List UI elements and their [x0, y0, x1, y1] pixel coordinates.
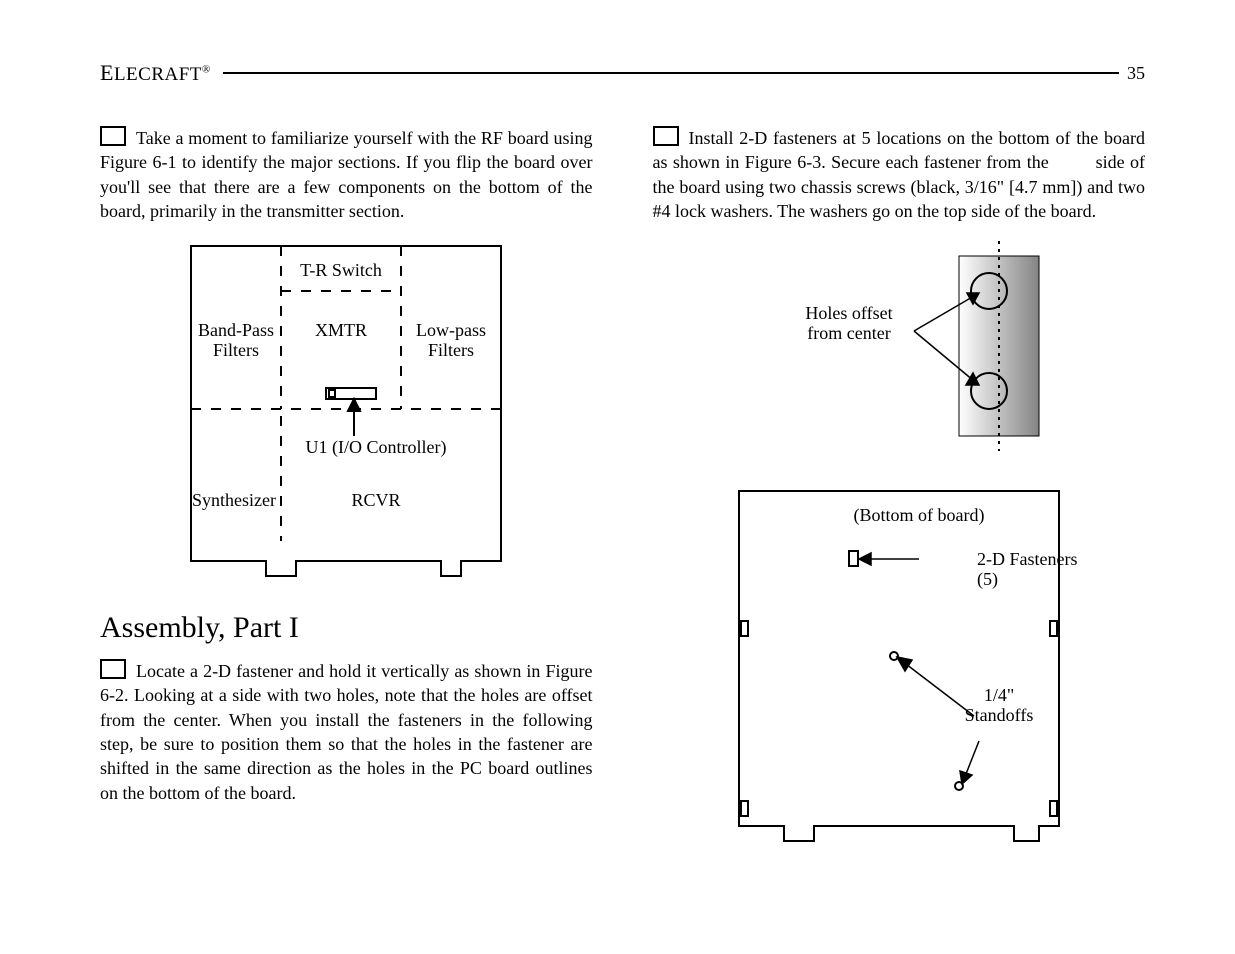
- right-column: Install 2-D fasteners at 5 locations on …: [653, 126, 1146, 891]
- fig63-label-stand1: 1/4": [984, 685, 1014, 705]
- fig62-label2: from center: [807, 323, 890, 343]
- fig61-label-syn: Synthesizer: [192, 490, 276, 510]
- brand-cap: E: [100, 60, 114, 85]
- header-rule: [223, 72, 1119, 74]
- checkbox-icon: [100, 126, 126, 146]
- brand: ELECRAFT®: [100, 60, 211, 86]
- fig61-label-lpf2: Filters: [428, 340, 474, 360]
- checkbox-icon: [100, 659, 126, 679]
- page-number: 35: [1127, 63, 1145, 84]
- left-para-1: Take a moment to familiarize yourself wi…: [100, 126, 593, 223]
- checkbox-icon: [653, 126, 679, 146]
- fig61-label-tr: T-R Switch: [300, 260, 382, 280]
- fig61-label-bpf2: Filters: [213, 340, 259, 360]
- figure-6-2: Holes offset from center: [729, 241, 1069, 451]
- fig61-label-rcvr: RCVR: [352, 490, 401, 510]
- figure-6-1: T-R Switch Band-Pass Filters XMTR Low-pa…: [176, 241, 516, 581]
- fig61-label-u1: U1 (I/O Controller): [306, 437, 447, 458]
- page-header: ELECRAFT® 35: [100, 60, 1145, 86]
- fig63-label-stand2: Standoffs: [964, 705, 1033, 725]
- columns: Take a moment to familiarize yourself wi…: [100, 126, 1145, 891]
- fig62-label1: Holes offset: [805, 303, 892, 323]
- left-column: Take a moment to familiarize yourself wi…: [100, 126, 593, 891]
- fig63-label-fast2: (5): [977, 569, 998, 590]
- fig61-label-lpf1: Low-pass: [416, 320, 486, 340]
- fig63-label-bottom: (Bottom of board): [853, 505, 984, 526]
- page: ELECRAFT® 35 Take a moment to familiariz…: [0, 0, 1235, 954]
- brand-rest: LECRAFT: [114, 64, 202, 85]
- right-para-1: Install 2-D fasteners at 5 locations on …: [653, 126, 1146, 223]
- right-para-1a: Install 2-D fasteners at 5 locations on …: [653, 128, 1146, 172]
- assembly-heading: Assembly, Part I: [100, 611, 593, 645]
- left-para-2: Locate a 2-D fastener and hold it vertic…: [100, 659, 593, 805]
- fig61-label-xmtr: XMTR: [315, 320, 367, 340]
- left-para-2-text: Locate a 2-D fastener and hold it vertic…: [100, 661, 593, 802]
- fig63-label-fast1: 2-D Fasteners: [977, 549, 1077, 569]
- registered-icon: ®: [202, 64, 211, 76]
- figure-6-3: (Bottom of board) 2-D Fasteners (5) 1/4"…: [719, 481, 1079, 861]
- fig61-label-bpf1: Band-Pass: [198, 320, 274, 340]
- left-para-1-text: Take a moment to familiarize yourself wi…: [100, 128, 593, 221]
